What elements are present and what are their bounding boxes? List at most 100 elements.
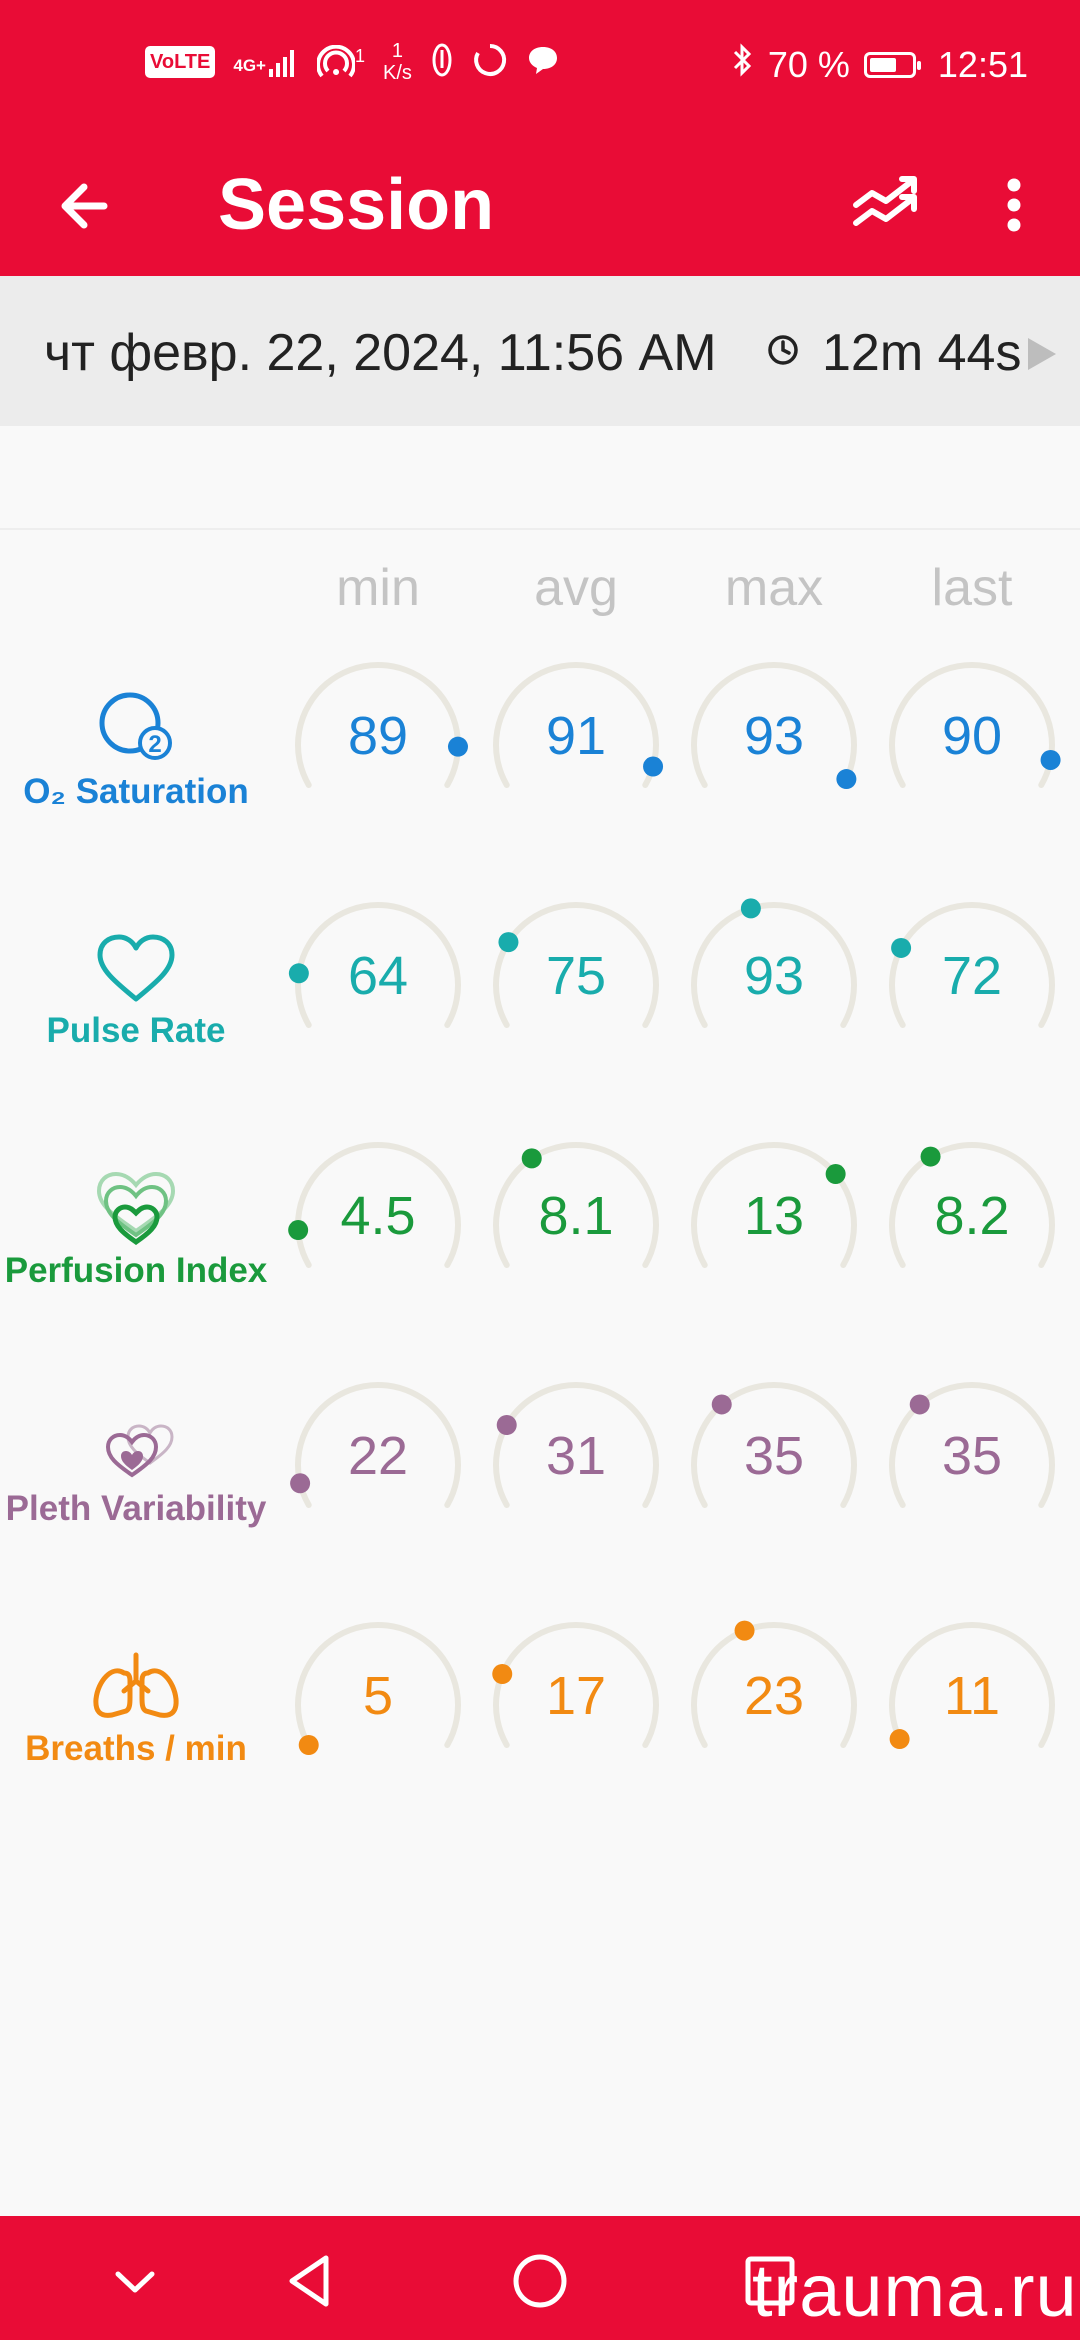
gauge-arc — [889, 1142, 1055, 1268]
gauge-pleth-last: 35 — [882, 1375, 1062, 1555]
gauge-value: 90 — [941, 706, 1003, 766]
gauge-perfusion-max: 13 — [684, 1135, 864, 1315]
gauge-value: 8.2 — [934, 1186, 1010, 1246]
gauge-value: 13 — [743, 1186, 805, 1246]
gauge-indicator-dot — [496, 1415, 517, 1435]
gauge-value: 17 — [545, 1666, 607, 1726]
gauge-indicator-dot — [740, 898, 761, 919]
gauge-track — [295, 1142, 461, 1268]
metric-row-o2: 2 O₂ Saturation — [0, 655, 1080, 895]
volte-icon: VoLTE — [145, 46, 216, 78]
watermark-text: trauma.ru — [752, 2249, 1078, 2332]
gauge-arc — [691, 898, 857, 1028]
gauge-indicator-dot — [825, 1164, 846, 1185]
gauge-track — [493, 902, 659, 1028]
gauge-value: 11 — [943, 1666, 1001, 1726]
column-header-min: min — [336, 559, 420, 617]
gauge-o2-min: 89 — [288, 655, 468, 835]
perfusion-heart-icon — [96, 1171, 176, 1245]
chevron-down-icon[interactable] — [100, 2246, 170, 2316]
gauge-track — [889, 902, 1055, 1028]
gauge-arc — [288, 902, 461, 1028]
gauge-value: 35 — [941, 1426, 1003, 1486]
metric-label-pulse: Pulse Rate — [46, 1011, 226, 1050]
gauge-track — [889, 662, 1055, 788]
gauge-track — [691, 902, 857, 1028]
gauge-track — [295, 662, 461, 788]
divider — [0, 528, 1080, 530]
nav-recents-icon[interactable] — [735, 2246, 805, 2316]
gauge-value: 8.1 — [538, 1186, 614, 1246]
gauge-breaths-last: 11 — [882, 1615, 1062, 1795]
more-vert-icon[interactable] — [1000, 165, 1040, 245]
session-duration: 12m 44s — [822, 324, 1022, 382]
bluetooth-icon — [732, 42, 754, 87]
gauge-pleth-min: 22 — [288, 1375, 468, 1555]
gauge-indicator-dot — [447, 736, 468, 757]
gauge-pulse-last: 72 — [882, 895, 1062, 1075]
gauge-value: 72 — [941, 946, 1003, 1006]
gauge-arc — [889, 662, 1061, 788]
scroll-right-arrow-icon[interactable] — [1028, 338, 1056, 370]
gauge-indicator-dot — [920, 1146, 941, 1167]
gauge-track — [295, 1622, 461, 1748]
gauge-indicator-dot — [298, 1735, 319, 1755]
gauge-track — [691, 1622, 857, 1748]
o2-icon: 2 — [99, 692, 172, 760]
status-left-icons: VoLTE 4G+ 1 1 K/s — [145, 40, 560, 84]
pleth-hearts-icon — [105, 1424, 174, 1478]
gauge-indicator-dot — [290, 1473, 311, 1494]
gauge-track — [691, 662, 857, 788]
gauge-o2-last: 90 — [882, 655, 1062, 835]
metric-pleth: Pleth Variability — [0, 1413, 272, 1529]
column-header-max: max — [724, 559, 824, 617]
gauge-indicator-dot — [288, 963, 309, 984]
net-speed-unit: K/s — [383, 62, 412, 84]
gauge-indicator-dot — [1040, 749, 1061, 770]
gauge-track — [691, 1382, 857, 1508]
gauge-pulse-min: 64 — [288, 895, 468, 1075]
gauge-arc — [691, 662, 857, 790]
metric-label-perfusion: Perfusion Index — [4, 1251, 268, 1290]
session-info-bar[interactable]: чт февр. 22, 2024, 11:56 AM 12m 44s — [0, 276, 1080, 426]
gauge-track — [889, 1382, 1055, 1508]
gauge-value: 91 — [545, 706, 607, 766]
metric-breaths: Breaths / min — [0, 1651, 272, 1769]
gauge-breaths-max: 23 — [684, 1615, 864, 1795]
network-type-label: 4G+ — [233, 56, 266, 75]
battery-icon — [863, 51, 921, 78]
gauge-perfusion-avg: 8.1 — [486, 1135, 666, 1315]
sync-icon — [472, 42, 508, 83]
gauge-arc — [493, 902, 659, 1028]
gauge-indicator-dot — [492, 1664, 513, 1684]
arrow-left-icon[interactable] — [54, 171, 124, 241]
lungs-icon — [93, 1652, 179, 1718]
gauge-arc — [691, 1382, 857, 1508]
metric-label-pleth: Pleth Variability — [5, 1489, 267, 1528]
nav-back-icon[interactable] — [276, 2246, 346, 2316]
gauge-value: 35 — [743, 1426, 805, 1486]
metric-pulse: Pulse Rate — [0, 933, 272, 1051]
trend-lines-icon[interactable] — [850, 165, 930, 245]
gauge-indicator-dot — [734, 1620, 755, 1641]
clock-time: 12:51 — [937, 43, 1028, 85]
gauge-arc — [492, 1622, 659, 1748]
gauge-track — [493, 1382, 659, 1508]
gauge-indicator-dot — [836, 769, 857, 790]
gauge-track — [691, 1142, 857, 1268]
gauge-indicator-dot — [909, 1394, 930, 1415]
metric-row-pleth: Pleth Variability — [0, 1375, 1080, 1615]
gauge-indicator-dot — [521, 1148, 542, 1169]
gauge-arc — [493, 1382, 659, 1508]
gauge-value: 23 — [743, 1666, 805, 1726]
signal-icon: 4G+ — [233, 47, 299, 77]
gauge-o2-max: 93 — [684, 655, 864, 835]
gauge-value: 93 — [743, 706, 805, 766]
net-speed-value: 1 — [391, 40, 404, 62]
metric-perfusion: Perfusion Index — [0, 1171, 272, 1291]
gauge-perfusion-last: 8.2 — [882, 1135, 1062, 1315]
gauge-value: 31 — [545, 1426, 607, 1486]
chat-icon — [526, 44, 560, 81]
gauge-arc — [691, 1142, 857, 1268]
nav-home-icon[interactable] — [505, 2246, 575, 2316]
